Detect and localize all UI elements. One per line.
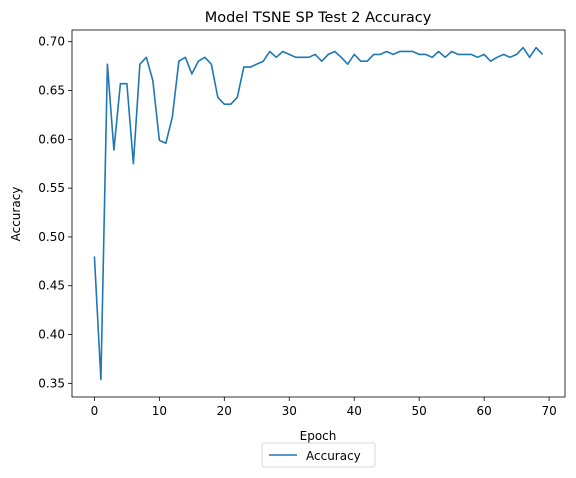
y-tick-label: 0.55 [38,181,65,195]
y-tick-label: 0.65 [38,84,65,98]
y-tick-label: 0.35 [38,376,65,390]
legend-label: Accuracy [306,449,361,463]
y-tick-label: 0.45 [38,279,65,293]
x-tick-label: 70 [541,404,556,418]
legend-box [261,442,376,468]
x-tick-label: 20 [217,404,232,418]
y-tick-label: 0.40 [38,328,65,342]
x-tick-label: 30 [282,404,297,418]
plot-frame [71,29,566,398]
series-line-accuracy [93,46,544,381]
y-tick-label: 0.70 [38,35,65,49]
plot-area: 0 10 20 30 40 50 60 70 0.35 0.40 0.45 0.50 0.55 0.60… [38,29,566,418]
y-tick-label: 0.60 [38,132,65,146]
x-tick-label: 60 [476,404,491,418]
series-layer [93,46,544,381]
x-tick-label: 10 [152,404,167,418]
x-axis-ticks: 0 10 20 30 40 50 60 70 [91,397,557,418]
chart-title: Model TSNE SP Test 2 Accuracy [205,10,432,26]
x-tick-label: 40 [347,404,362,418]
legend: Accuracy [261,442,376,468]
y-tick-label: 0.50 [38,230,65,244]
x-axis-label: Epoch [300,429,337,443]
x-tick-label: 50 [412,404,427,418]
y-axis-label: Accuracy [9,187,23,242]
y-axis-ticks: 0.35 0.40 0.45 0.50 0.55 0.60 0.65 0.70 [38,35,72,390]
x-tick-label: 0 [91,404,99,418]
